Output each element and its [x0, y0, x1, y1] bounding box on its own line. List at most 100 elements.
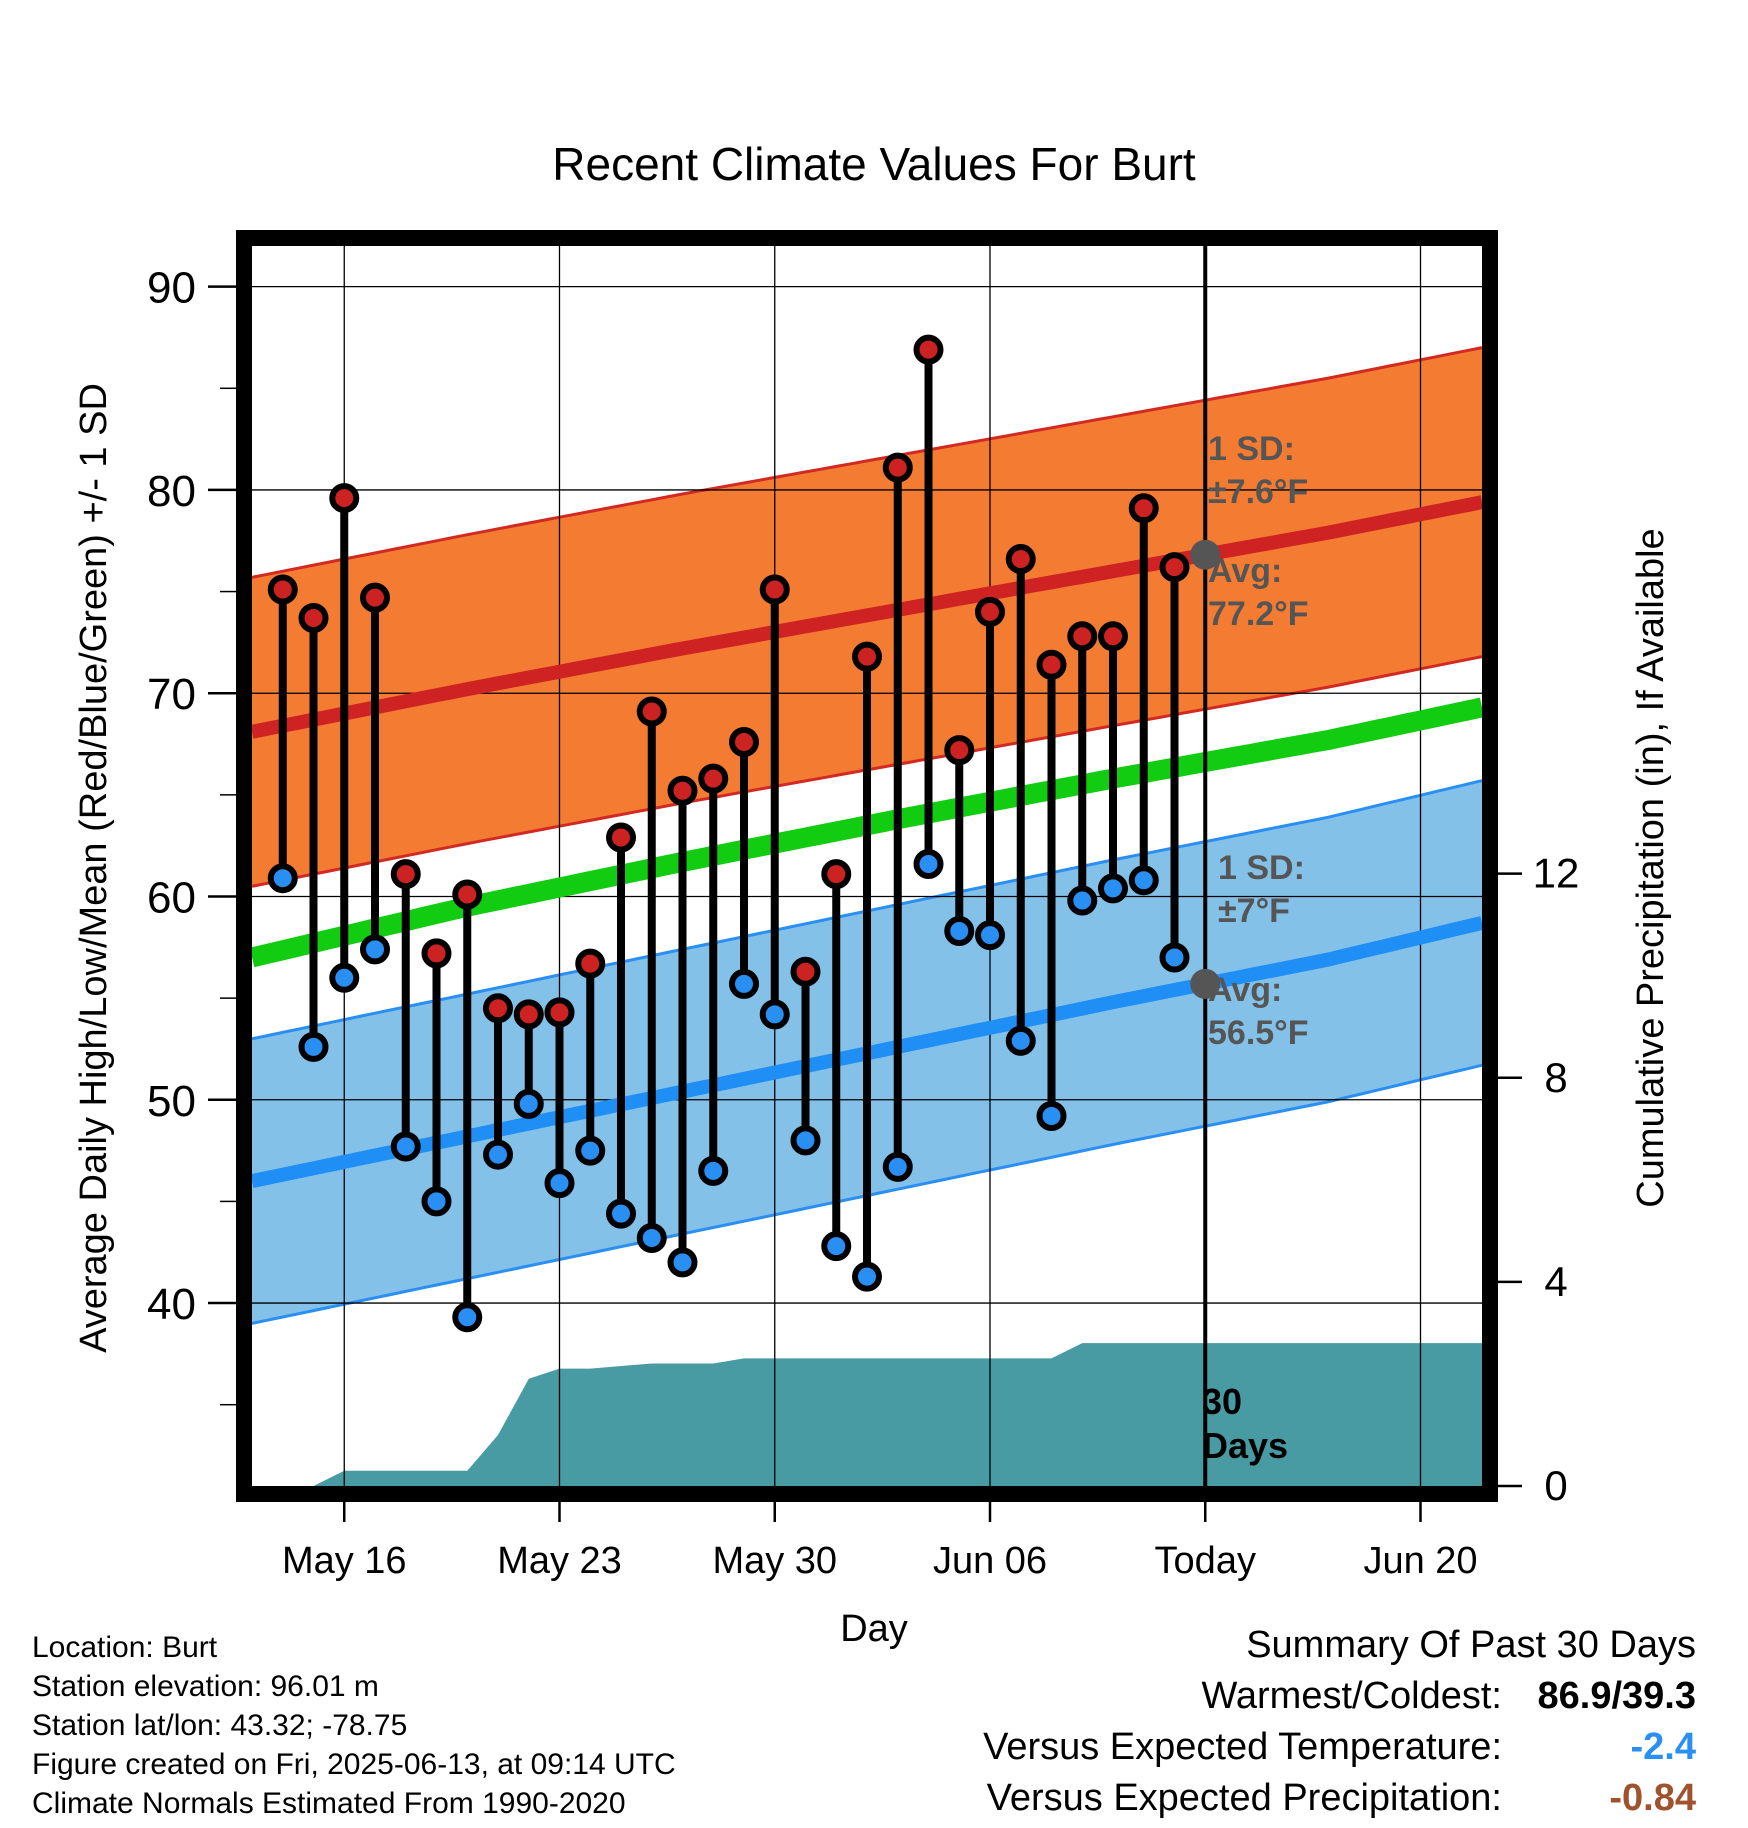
high-avg-value: 77.2°F	[1208, 595, 1309, 633]
high-point	[975, 596, 1005, 627]
low-point	[544, 1168, 575, 1199]
x-tick-label: Jun 20	[1363, 1540, 1477, 1582]
high-point	[390, 859, 421, 890]
low-point	[267, 863, 298, 894]
x-tick-label: May 30	[712, 1540, 837, 1582]
high-point	[759, 574, 790, 605]
low-point	[667, 1247, 698, 1278]
x-tick-label: Today	[1155, 1540, 1256, 1582]
x-tick-label: May 16	[282, 1540, 407, 1582]
low-point	[390, 1131, 421, 1162]
summary-temp-value: -2.4	[1630, 1726, 1696, 1768]
thirty-days-label-number: 30	[1202, 1381, 1242, 1422]
high-point	[729, 727, 759, 757]
low-point	[882, 1151, 913, 1182]
high-point	[667, 775, 698, 806]
summary-warm-cold-value: 86.9/39.3	[1537, 1675, 1696, 1717]
high-point	[852, 641, 882, 672]
high-point	[606, 822, 636, 853]
low-point	[421, 1186, 452, 1217]
summary-title: Summary Of Past 30 Days	[1246, 1624, 1696, 1666]
info-latlon: Station lat/lon: 43.32; -78.75	[32, 1709, 408, 1742]
x-axis-label: Day	[840, 1608, 908, 1650]
low-point	[821, 1231, 852, 1262]
info-elevation: Station elevation: 96.01 m	[32, 1670, 379, 1703]
low-sd-label: 1 SD:	[1218, 849, 1305, 887]
low-point	[1159, 942, 1190, 973]
low-point	[513, 1088, 544, 1119]
high-point	[882, 452, 913, 483]
summary-precipitation: Versus Expected Precipitation: -0.84	[987, 1779, 1696, 1817]
high-point	[1128, 493, 1159, 524]
high-point	[1098, 621, 1128, 652]
high-point	[1036, 649, 1067, 680]
low-point	[852, 1261, 882, 1292]
high-point	[913, 334, 944, 365]
precip-area	[252, 1343, 1482, 1486]
low-point	[729, 968, 759, 999]
high-point	[267, 574, 298, 605]
info-location: Location: Burt	[32, 1631, 218, 1664]
low-point	[606, 1198, 636, 1229]
y-tick-label: 90	[147, 264, 196, 313]
summary-precip-label: Versus Expected Precipitation:	[986, 1777, 1502, 1819]
high-point	[1067, 621, 1098, 652]
high-point	[544, 997, 575, 1028]
low-point	[452, 1302, 483, 1333]
summary-warm-cold-label: Warmest/Coldest:	[1201, 1675, 1502, 1717]
low-point	[1005, 1025, 1036, 1056]
summary-precip-value: -0.84	[1609, 1777, 1696, 1819]
high-point	[452, 879, 483, 910]
low-point	[1067, 885, 1098, 916]
low-point	[975, 920, 1005, 951]
y-tick-label: 60	[147, 873, 196, 922]
low-point	[360, 934, 390, 965]
high-point	[513, 999, 544, 1030]
high-point	[1005, 544, 1036, 575]
high-sd-label: 1 SD:	[1208, 430, 1295, 468]
y2-axis-label: Cumulative Precipitation (in), If Availa…	[1630, 528, 1672, 1207]
x-tick-label: Jun 06	[933, 1540, 1047, 1582]
low-point	[575, 1135, 606, 1166]
high-point	[360, 582, 390, 613]
low-point	[913, 848, 944, 879]
summary-warm-cold: Warmest/Coldest: 86.9/39.3	[1201, 1677, 1696, 1715]
low-point	[1128, 865, 1159, 896]
info-created: Figure created on Fri, 2025-06-13, at 09…	[32, 1748, 676, 1781]
low-point	[1036, 1101, 1067, 1132]
y2-tick-label: 8	[1544, 1054, 1567, 1101]
high-point	[575, 948, 606, 979]
high-point	[698, 763, 729, 794]
low-sd-value: ±7°F	[1218, 892, 1290, 930]
low-point	[790, 1125, 821, 1156]
y-axis-label: Average Daily High/Low/Mean (Red/Blue/Gr…	[73, 383, 115, 1353]
today-low-normal-marker	[1190, 968, 1221, 999]
info-normals: Climate Normals Estimated From 1990-2020	[32, 1787, 626, 1820]
high-point	[329, 483, 360, 514]
low-point	[759, 999, 790, 1030]
y2-tick-label: 12	[1533, 850, 1580, 897]
low-avg-value: 56.5°F	[1208, 1014, 1309, 1052]
thirty-days-label-text: Days	[1202, 1425, 1288, 1466]
plot-frame	[236, 230, 1498, 1502]
chart-title: Recent Climate Values For Burt	[552, 138, 1196, 190]
high-point	[1159, 552, 1190, 583]
y-tick-label: 70	[147, 670, 196, 719]
summary-temp-label: Versus Expected Temperature:	[983, 1726, 1502, 1768]
y-tick-label: 80	[147, 467, 196, 516]
high-point	[636, 696, 667, 727]
high-sd-upper-edge	[251, 346, 1483, 579]
y2-tick-label: 0	[1544, 1462, 1567, 1509]
y2-tick-label: 4	[1544, 1258, 1567, 1305]
low-avg-label: Avg:	[1208, 971, 1282, 1009]
summary-temperature: Versus Expected Temperature: -2.4	[983, 1728, 1696, 1766]
avg-high-line	[250, 495, 1484, 739]
high-avg-label: Avg:	[1208, 552, 1282, 590]
low-point	[329, 962, 360, 993]
y-tick-label: 40	[147, 1280, 196, 1329]
low-point	[698, 1155, 729, 1186]
high-point	[944, 735, 975, 766]
high-point	[821, 859, 852, 890]
low-point	[298, 1031, 329, 1062]
